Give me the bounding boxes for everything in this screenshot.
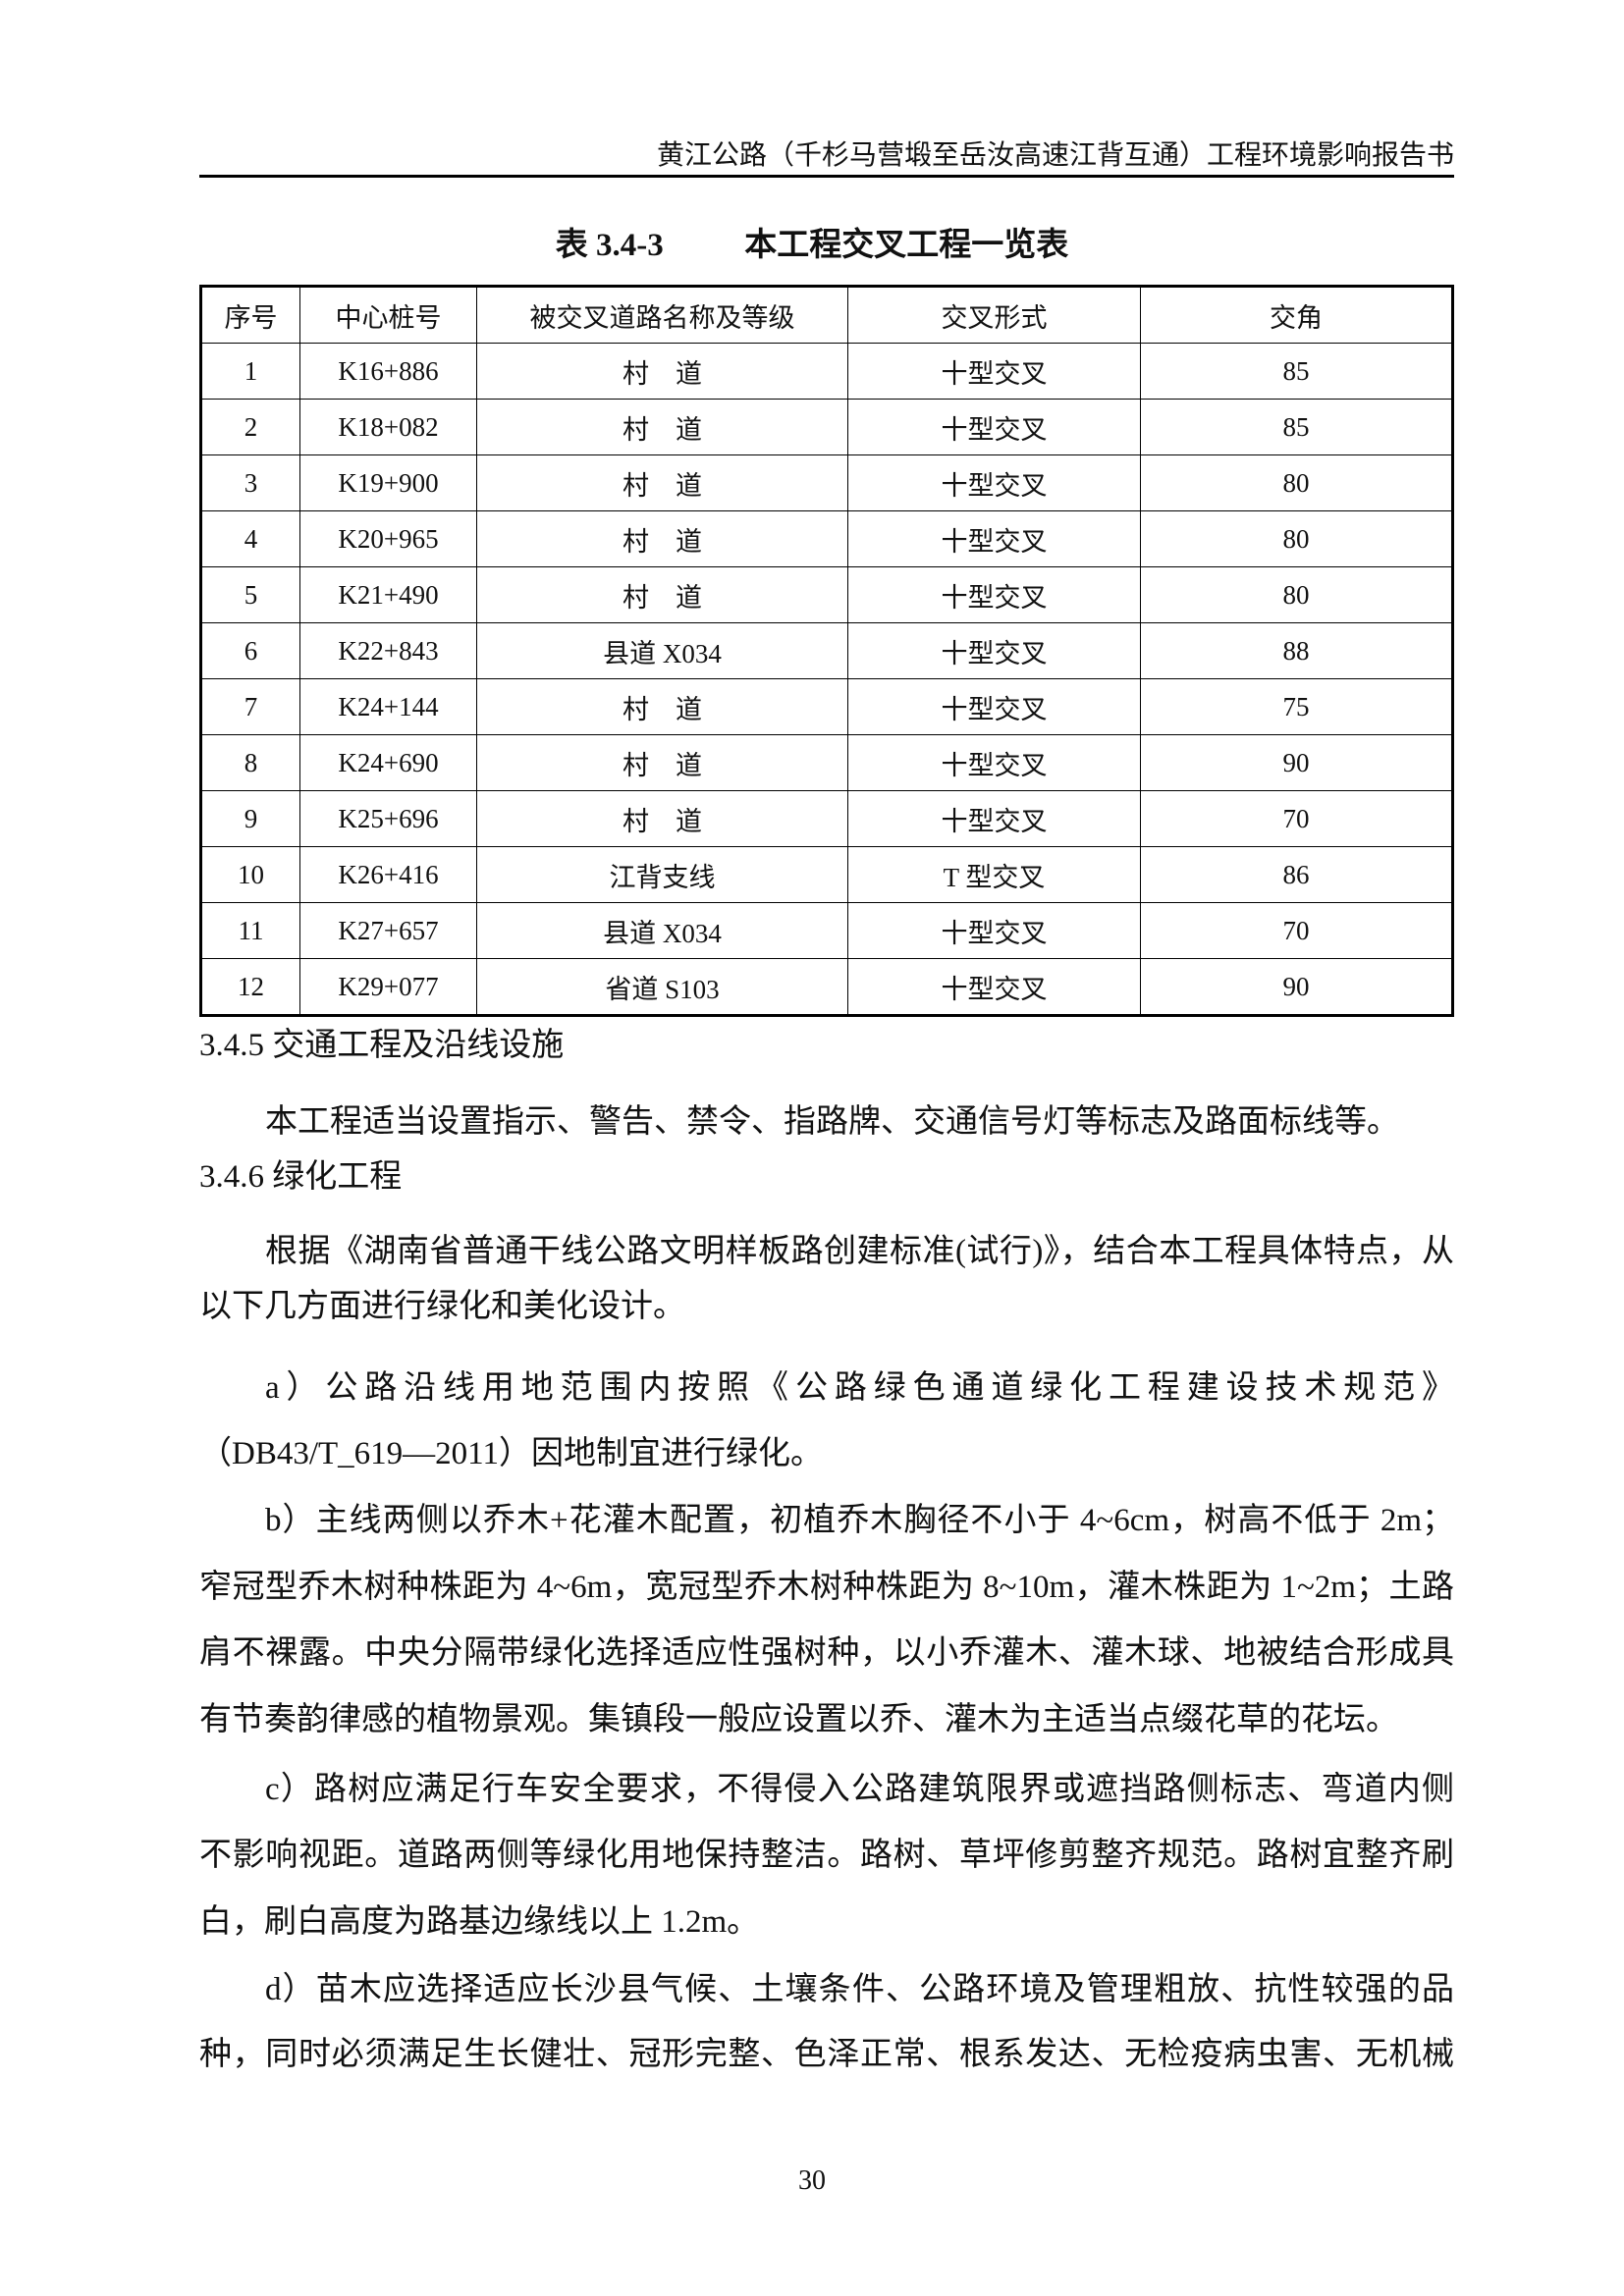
table-cell: 村 道 bbox=[476, 734, 848, 791]
table-cell: 12 bbox=[200, 958, 300, 1016]
table-cell: 十型交叉 bbox=[847, 510, 1141, 567]
table-cell: 86 bbox=[1140, 846, 1453, 903]
table-cell: 6 bbox=[200, 622, 300, 679]
table-cell: K21+490 bbox=[299, 566, 477, 623]
table-cell: 村 道 bbox=[476, 343, 848, 400]
table-cell: 省道 S103 bbox=[476, 958, 848, 1016]
section-heading: 3.4.5 交通工程及沿线设施 bbox=[199, 1028, 565, 1063]
body-text-line: d）苗木应选择适应长沙县气候、土壤条件、公路环境及管理粗放、抗性较强的品 bbox=[265, 1972, 1454, 2007]
table-row: 1 K16+886 村 道十型交叉 85 bbox=[200, 343, 1453, 400]
table-cell: 十型交叉 bbox=[847, 566, 1141, 623]
section-heading: 3.4.6 绿化工程 bbox=[199, 1159, 403, 1195]
body-text-line: a）公路沿线用地范围内按照《公路绿色通道绿化工程建设技术规范》 bbox=[265, 1370, 1454, 1406]
table-cell: 5 bbox=[200, 566, 300, 623]
table-cell: K26+416 bbox=[299, 846, 477, 903]
table-row: 12 K29+077 省道 S103 十型交叉 90 bbox=[200, 958, 1453, 1016]
table-row: 6 K22+843 县道 X034 十型交叉 88 bbox=[200, 622, 1453, 679]
table-cell: 村 道 bbox=[476, 678, 848, 735]
body-text-line: 有节奏韵律感的植物景观。集镇段一般应设置以乔、灌木为主适当点缀花草的花坛。 bbox=[199, 1702, 1398, 1737]
table-cell: 85 bbox=[1140, 399, 1453, 455]
table-cell: K20+965 bbox=[299, 510, 477, 567]
table-cell: 9 bbox=[200, 790, 300, 847]
column-header: 交角 bbox=[1140, 286, 1453, 344]
table-row: 8 K24+690 村 道十型交叉 90 bbox=[200, 734, 1453, 791]
table-cell: 十型交叉 bbox=[847, 399, 1141, 455]
table-cell: 村 道 bbox=[476, 790, 848, 847]
table-cell: 2 bbox=[200, 399, 300, 455]
table-cell: 4 bbox=[200, 510, 300, 567]
body-text-line: （DB43/T_619—2011）因地制宜进行绿化。 bbox=[199, 1436, 823, 1471]
crossing-table: 序号 中心桩号 被交叉道路名称及等级 交叉形式 交角 1 K16+886 村 道十型交叉 85… bbox=[199, 285, 1454, 1017]
table-caption: 表 3.4-3 本工程交叉工程一览表 bbox=[555, 228, 1069, 263]
table-cell: K27+657 bbox=[299, 902, 477, 959]
table-row: 10 K26+416 江背支线 T 型交叉 86 bbox=[200, 846, 1453, 903]
table-cell: 十型交叉 bbox=[847, 734, 1141, 791]
table-row: 5 K21+490 村 道十型交叉 80 bbox=[200, 566, 1453, 623]
table-cell: 县道 X034 bbox=[476, 902, 848, 959]
table-row: 9 K25+696 村 道十型交叉 70 bbox=[200, 790, 1453, 847]
table-row: 11 K27+657 县道 X034 十型交叉 70 bbox=[200, 902, 1453, 959]
table-cell: 十型交叉 bbox=[847, 622, 1141, 679]
table-row: 4 K20+965 村 道十型交叉 80 bbox=[200, 510, 1453, 567]
table-cell: 70 bbox=[1140, 902, 1453, 959]
table-cell: 10 bbox=[200, 846, 300, 903]
body-text-line: 白，刷白高度为路基边缘线以上 1.2m。 bbox=[199, 1904, 760, 1940]
table-row: 2 K18+082 村 道十型交叉 85 bbox=[200, 399, 1453, 455]
body-text-line: 不影响视距。道路两侧等绿化用地保持整洁。路树、草坪修剪整齐规范。路树宜整齐刷 bbox=[199, 1838, 1454, 1873]
table-cell: 十型交叉 bbox=[847, 678, 1141, 735]
table-cell: 85 bbox=[1140, 343, 1453, 400]
table-cell: 80 bbox=[1140, 454, 1453, 511]
table-cell: 75 bbox=[1140, 678, 1453, 735]
table-cell: 1 bbox=[200, 343, 300, 400]
column-header: 交叉形式 bbox=[847, 286, 1141, 344]
table-cell: 90 bbox=[1140, 734, 1453, 791]
table-cell: K19+900 bbox=[299, 454, 477, 511]
body-text-line: b）主线两侧以乔木+花灌木配置，初植乔木胸径不小于 4~6cm，树高不低于 2m… bbox=[265, 1503, 1454, 1538]
table-cell: 县道 X034 bbox=[476, 622, 848, 679]
table-cell: 8 bbox=[200, 734, 300, 791]
table-cell: 村 道 bbox=[476, 510, 848, 567]
table-cell: T 型交叉 bbox=[847, 846, 1141, 903]
body-text-line: 种，同时必须满足生长健壮、冠形完整、色泽正常、根系发达、无检疫病虫害、无机械 bbox=[199, 2037, 1454, 2072]
table-row: 7 K24+144 村 道十型交叉 75 bbox=[200, 678, 1453, 735]
table-cell: 十型交叉 bbox=[847, 902, 1141, 959]
table-cell: 88 bbox=[1140, 622, 1453, 679]
table-cell: K22+843 bbox=[299, 622, 477, 679]
table-cell: K18+082 bbox=[299, 399, 477, 455]
running-header: 黄江公路（千杉马营塅至岳汝高速江背互通）工程环境影响报告书 bbox=[656, 140, 1454, 171]
table-cell: 80 bbox=[1140, 510, 1453, 567]
table-cell: K29+077 bbox=[299, 958, 477, 1016]
header-rule bbox=[199, 175, 1454, 178]
body-text-line: 窄冠型乔木树种株距为 4~6m，宽冠型乔木树种株距为 8~10m，灌木株距为 1… bbox=[199, 1570, 1454, 1605]
table-cell: 江背支线 bbox=[476, 846, 848, 903]
table-cell: 十型交叉 bbox=[847, 454, 1141, 511]
table-cell: K25+696 bbox=[299, 790, 477, 847]
body-text-line: 本工程适当设置指示、警告、禁令、指路牌、交通信号灯等标志及路面标线等。 bbox=[265, 1104, 1399, 1140]
table-cell: 90 bbox=[1140, 958, 1453, 1016]
column-header: 序号 bbox=[200, 286, 300, 344]
table-cell: K24+690 bbox=[299, 734, 477, 791]
body-text-line: 以下几方面进行绿化和美化设计。 bbox=[199, 1289, 685, 1324]
table-cell: 村 道 bbox=[476, 399, 848, 455]
body-text-line: 肩不裸露。中央分隔带绿化选择适应性强树种，以小乔灌木、灌木球、地被结合形成具 bbox=[199, 1635, 1454, 1671]
body-text-line: c）路树应满足行车安全要求，不得侵入公路建筑限界或遮挡路侧标志、弯道内侧 bbox=[265, 1772, 1454, 1807]
column-header: 被交叉道路名称及等级 bbox=[476, 286, 848, 344]
table-row: 3 K19+900 村 道十型交叉 80 bbox=[200, 454, 1453, 511]
table-cell: K16+886 bbox=[299, 343, 477, 400]
body-text-line: 根据《湖南省普通干线公路文明样板路创建标准(试行)》，结合本工程具体特点，从 bbox=[265, 1234, 1454, 1269]
table-cell: K24+144 bbox=[299, 678, 477, 735]
table-cell: 11 bbox=[200, 902, 300, 959]
page-number: 30 bbox=[798, 2165, 826, 2196]
table-cell: 十型交叉 bbox=[847, 958, 1141, 1016]
table-cell: 70 bbox=[1140, 790, 1453, 847]
table-cell: 十型交叉 bbox=[847, 343, 1141, 400]
table-cell: 3 bbox=[200, 454, 300, 511]
table-cell: 村 道 bbox=[476, 454, 848, 511]
table-cell: 80 bbox=[1140, 566, 1453, 623]
table-cell: 7 bbox=[200, 678, 300, 735]
table-cell: 十型交叉 bbox=[847, 790, 1141, 847]
column-header: 中心桩号 bbox=[299, 286, 477, 344]
table-header-row: 序号 中心桩号 被交叉道路名称及等级 交叉形式 交角 bbox=[200, 286, 1453, 344]
table-cell: 村 道 bbox=[476, 566, 848, 623]
